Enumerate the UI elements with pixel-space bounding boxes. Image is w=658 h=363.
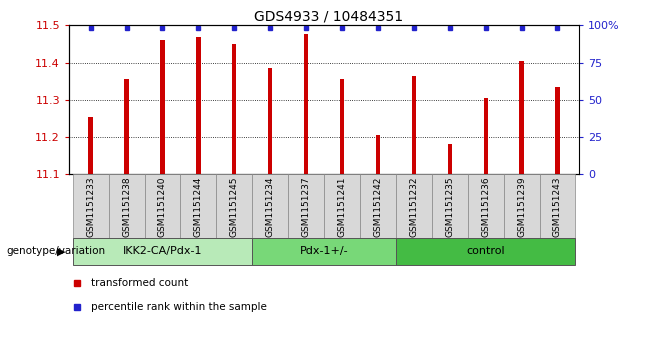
Text: GSM1151245: GSM1151245: [230, 176, 239, 237]
Bar: [540, 174, 576, 238]
Bar: [340, 79, 344, 174]
Bar: [232, 44, 236, 174]
Bar: [468, 174, 503, 238]
Text: control: control: [467, 246, 505, 256]
Text: GSM1151240: GSM1151240: [158, 176, 167, 237]
Bar: [519, 61, 524, 174]
Bar: [180, 174, 216, 238]
Bar: [216, 174, 252, 238]
Text: GSM1151234: GSM1151234: [266, 176, 274, 237]
Bar: [88, 117, 93, 174]
Bar: [324, 174, 360, 238]
Text: GSM1151241: GSM1151241: [338, 176, 347, 237]
Bar: [503, 174, 540, 238]
Bar: [376, 135, 380, 174]
Text: GSM1151243: GSM1151243: [553, 176, 562, 237]
Text: GSM1151236: GSM1151236: [481, 176, 490, 237]
Bar: [396, 238, 576, 265]
Bar: [161, 40, 164, 174]
Bar: [360, 174, 396, 238]
Bar: [252, 174, 288, 238]
Text: percentile rank within the sample: percentile rank within the sample: [91, 302, 266, 312]
Text: ▶: ▶: [57, 246, 66, 256]
Text: GSM1151244: GSM1151244: [194, 176, 203, 237]
Text: transformed count: transformed count: [91, 278, 188, 288]
Text: GSM1151238: GSM1151238: [122, 176, 131, 237]
Bar: [288, 174, 324, 238]
Bar: [447, 144, 452, 174]
Text: GSM1151232: GSM1151232: [409, 176, 418, 237]
Bar: [396, 174, 432, 238]
Text: genotype/variation: genotype/variation: [7, 246, 106, 256]
Bar: [109, 174, 145, 238]
Bar: [196, 37, 201, 174]
Bar: [484, 98, 488, 174]
Bar: [72, 174, 109, 238]
Text: GSM1151237: GSM1151237: [301, 176, 311, 237]
Text: GSM1151233: GSM1151233: [86, 176, 95, 237]
Bar: [304, 34, 308, 174]
Bar: [124, 79, 129, 174]
Text: GSM1151239: GSM1151239: [517, 176, 526, 237]
Bar: [252, 238, 396, 265]
Bar: [432, 174, 468, 238]
Text: GDS4933 / 10484351: GDS4933 / 10484351: [255, 9, 403, 23]
Text: GSM1151235: GSM1151235: [445, 176, 454, 237]
Bar: [268, 68, 272, 174]
Bar: [72, 238, 252, 265]
Text: GSM1151242: GSM1151242: [374, 176, 382, 237]
Text: IKK2-CA/Pdx-1: IKK2-CA/Pdx-1: [122, 246, 202, 256]
Bar: [555, 87, 560, 174]
Bar: [145, 174, 180, 238]
Text: Pdx-1+/-: Pdx-1+/-: [300, 246, 348, 256]
Bar: [412, 76, 416, 174]
